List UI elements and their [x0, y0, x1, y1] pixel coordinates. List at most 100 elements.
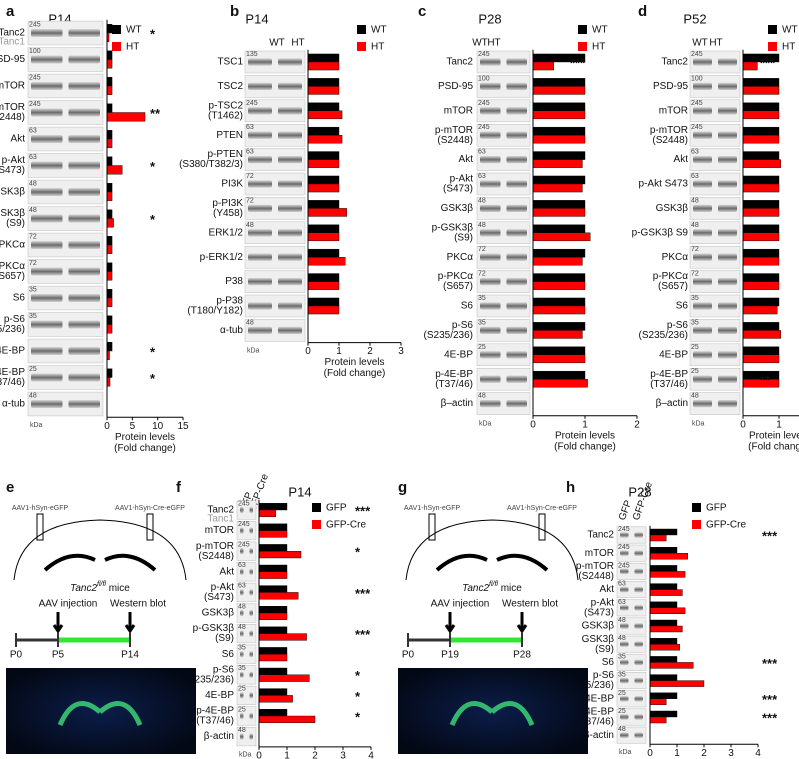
bar — [258, 523, 288, 531]
panel-label: g — [398, 479, 407, 496]
row-label: (S2448) — [652, 135, 688, 146]
blot-band — [718, 399, 737, 408]
kda-marker: 100 — [691, 75, 703, 82]
blot-band — [31, 55, 63, 64]
blot-band — [68, 347, 100, 355]
kda-marker: 245 — [238, 541, 250, 548]
blot-strip — [689, 319, 741, 342]
bar — [532, 200, 586, 209]
significance: * — [355, 545, 361, 560]
blot-band — [68, 267, 100, 276]
blot-band — [31, 347, 63, 355]
blot-band — [634, 732, 643, 738]
x-axis-label: Protein levels — [749, 430, 799, 441]
kda-marker: 245 — [618, 562, 630, 569]
x-tick-label: 15 — [177, 421, 189, 432]
bar — [742, 232, 780, 242]
x-tick-label: 2 — [701, 748, 707, 759]
bar — [307, 208, 347, 217]
kda-marker: 48 — [618, 635, 626, 642]
row-label: Akt — [11, 134, 26, 145]
row-label: p-4E-BP — [196, 706, 234, 717]
blot-band — [718, 253, 737, 261]
blot-band — [240, 692, 244, 699]
blot-strip — [236, 521, 257, 541]
row-label: (T1462) — [208, 110, 243, 121]
blot-band — [718, 326, 737, 335]
blot-strip — [236, 541, 257, 561]
blot-band — [248, 253, 272, 261]
x-tick-label: 0 — [647, 748, 653, 759]
blot-band — [634, 605, 643, 611]
event-label: Western blot — [502, 599, 558, 610]
blot-strip — [236, 624, 257, 644]
kda-marker: 245 — [29, 74, 41, 81]
kda-marker: 48 — [238, 624, 246, 631]
event-label: AAV injection — [39, 599, 98, 610]
bar — [742, 183, 780, 193]
blot-strip — [689, 367, 741, 391]
row-label: Akt — [600, 584, 615, 595]
row-label: GSK3β — [582, 634, 615, 645]
blot-band — [718, 375, 737, 383]
panel-label: b — [230, 3, 239, 20]
blot-band — [249, 589, 253, 596]
blot-band — [249, 671, 253, 678]
arrow — [516, 612, 528, 634]
bar — [742, 61, 758, 71]
blot-strip — [27, 73, 104, 99]
day-label: P14 — [121, 650, 139, 661]
row-label: p-mTOR — [435, 125, 473, 136]
bar — [649, 528, 678, 536]
blot-band — [480, 204, 501, 213]
row-label: 4E-BP — [444, 349, 473, 360]
significance: *** — [570, 55, 586, 70]
bar — [258, 509, 276, 517]
bar — [258, 654, 288, 662]
bar — [532, 354, 586, 364]
row-label: Akt — [459, 154, 474, 165]
blot-band — [278, 180, 302, 188]
row-label: Tanc2 — [0, 28, 25, 39]
significance: *** — [762, 692, 778, 707]
loading-label: β-actin — [584, 730, 614, 741]
kda-marker: 48 — [238, 603, 246, 610]
row-label: p-mTOR — [576, 561, 614, 572]
blot-band — [278, 107, 302, 115]
blot-strip — [27, 285, 104, 311]
blot-band — [480, 107, 501, 115]
significance: *** — [762, 528, 778, 543]
blot-strip — [27, 391, 104, 417]
bar — [649, 625, 683, 633]
significance: * — [355, 668, 361, 683]
row-label: (S9) — [595, 644, 614, 655]
blot-strip — [236, 665, 257, 685]
blot-strip — [476, 197, 531, 220]
kda-marker: 72 — [29, 260, 37, 267]
kda-label: kDa — [479, 421, 492, 428]
blot-band — [31, 320, 63, 329]
significance: * — [355, 709, 361, 724]
bar — [742, 281, 780, 290]
blot-strip — [244, 221, 306, 245]
blot-band — [506, 204, 527, 213]
row-label: (S2448) — [437, 135, 473, 146]
row-label: GSK3β — [656, 203, 689, 214]
blot-band — [240, 733, 244, 740]
blot-band — [68, 294, 100, 302]
legend-label: WT — [126, 25, 142, 36]
blot-band — [240, 506, 244, 514]
bar — [649, 680, 705, 687]
bar — [532, 346, 586, 355]
legend-label: GFP — [706, 503, 727, 514]
kda-marker: 245 — [691, 51, 703, 58]
panel-title: P28 — [628, 484, 651, 499]
blot-band — [240, 671, 244, 678]
row-label: (S657) — [0, 271, 25, 282]
bar — [106, 368, 113, 378]
bar — [307, 273, 340, 282]
blot-band — [480, 326, 501, 335]
bar — [106, 218, 114, 228]
blot-band — [240, 651, 244, 658]
x-tick-label: 0 — [530, 419, 536, 430]
